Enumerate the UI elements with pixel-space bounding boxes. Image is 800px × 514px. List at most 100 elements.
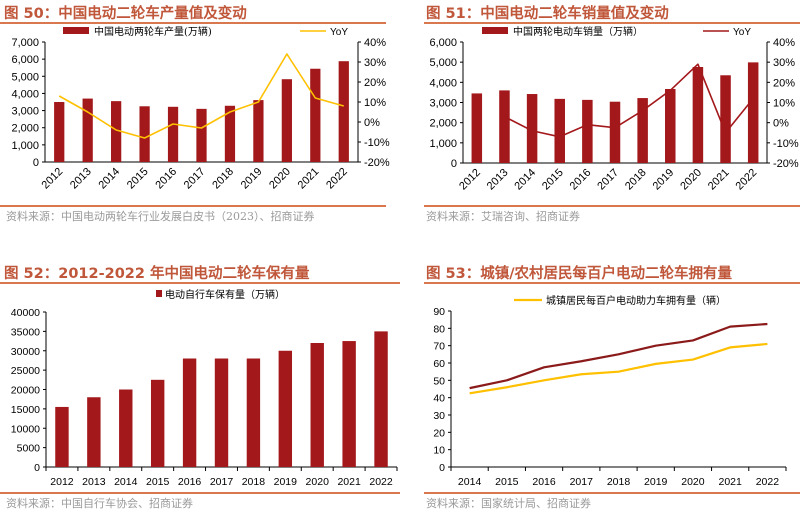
chart-1-bar-2013 bbox=[499, 90, 510, 163]
chart-1-bar-2022 bbox=[747, 62, 759, 163]
chart-2-bar-2020 bbox=[310, 343, 324, 467]
chart-2-x-tick-label: 2015 bbox=[146, 476, 170, 488]
chart-1-bar-2021 bbox=[720, 75, 731, 163]
figure-50-source-rule bbox=[0, 205, 386, 207]
figure-52-source: 资料来源：中国自行车协会、招商证券 bbox=[6, 497, 193, 510]
chart-0-bar-2016 bbox=[167, 106, 179, 162]
chart-0-bar-2017 bbox=[196, 108, 207, 162]
chart-1-bar-2018 bbox=[637, 98, 648, 163]
chart-3-x-tick-label: 2022 bbox=[756, 476, 780, 488]
chart-0-x-tick-label: 2013 bbox=[68, 166, 94, 192]
chart-2-y-tick-label: 0 bbox=[34, 462, 40, 474]
chart-3-line-0 bbox=[469, 322, 768, 390]
chart-1-y2-tick-label: 40% bbox=[773, 37, 795, 49]
chart-0-bar-2019 bbox=[253, 100, 264, 162]
chart-0-bar-2018 bbox=[224, 105, 236, 162]
chart-1-bar-2017 bbox=[609, 101, 621, 163]
chart-2-bar-2021 bbox=[342, 341, 356, 467]
chart-3-y-tick-label: 0 bbox=[439, 462, 445, 474]
chart-0-y2-tick-label: 30% bbox=[364, 57, 386, 69]
figure-50-title-rule bbox=[0, 22, 386, 24]
chart-1-x-tick-label: 2022 bbox=[734, 167, 760, 193]
figure-51-title-rule bbox=[424, 22, 800, 24]
chart-2-y-tick-label: 20000 bbox=[11, 385, 40, 397]
chart-2-y-tick-label: 15000 bbox=[11, 404, 40, 416]
chart-1-x-tick-label: 2014 bbox=[512, 167, 538, 193]
chart-3-x-tick-label: 2015 bbox=[495, 476, 519, 488]
chart-1-x-tick-label: 2020 bbox=[678, 167, 704, 193]
chart-3-y-tick-label: 60 bbox=[433, 358, 445, 370]
chart-1-x-tick-label: 2012 bbox=[457, 167, 483, 193]
chart-1-y-tick-label: 6,000 bbox=[429, 37, 457, 49]
chart-1-legend-label-bar: 中国两轮电动车销量（万辆） bbox=[513, 25, 643, 38]
chart-3-x-tick-label: 2016 bbox=[532, 476, 556, 488]
figure-53-title-rule bbox=[424, 282, 800, 284]
chart-1-x-tick-label: 2017 bbox=[595, 167, 621, 193]
chart-1-bar-2014 bbox=[526, 94, 538, 163]
chart-0-legend-label-line: YoY bbox=[330, 27, 348, 38]
chart-1-y-tick-label: 3,000 bbox=[429, 98, 457, 110]
chart-0-bar-2014 bbox=[111, 101, 122, 162]
chart-3-y-tick-label: 50 bbox=[433, 375, 445, 387]
chart-2-x-tick-label: 2020 bbox=[306, 476, 330, 488]
chart-0-x-tick-label: 2015 bbox=[125, 166, 151, 192]
chart-1-y-tick-label: 4,000 bbox=[429, 77, 457, 89]
chart-2-y-tick-label: 25000 bbox=[11, 365, 40, 377]
chart-2-bar-2014 bbox=[119, 389, 133, 467]
chart-0-bar-2021 bbox=[310, 68, 321, 162]
figure-53-source-rule bbox=[424, 492, 800, 494]
chart-1-y-tick-label: 5,000 bbox=[429, 57, 457, 69]
chart-2-x-tick-label: 2014 bbox=[114, 476, 138, 488]
chart-2-x-tick-label: 2017 bbox=[210, 476, 234, 488]
chart-0-y2-tick-label: 0% bbox=[364, 117, 380, 129]
chart-0-y2-tick-label: -10% bbox=[364, 137, 390, 149]
chart-1-y2-tick-label: -20% bbox=[773, 158, 799, 170]
figure-51-source-rule bbox=[424, 205, 800, 207]
chart-3-line-1 bbox=[469, 342, 768, 395]
chart-2-y-tick-label: 30000 bbox=[11, 346, 40, 358]
figure-52-title-rule bbox=[0, 282, 400, 284]
chart-3-x-tick-label: 2018 bbox=[607, 476, 631, 488]
chart-2-x-tick-label: 2022 bbox=[369, 476, 393, 488]
chart-1-y2-tick-label: -10% bbox=[773, 138, 799, 150]
chart-1-y-tick-label: 2,000 bbox=[429, 118, 457, 130]
chart-2-y-tick-label: 5000 bbox=[17, 443, 41, 455]
chart-0-x-tick-label: 2012 bbox=[40, 166, 66, 192]
chart-0-bar-2020 bbox=[281, 79, 292, 162]
chart-0-y-tick-label: 4,000 bbox=[11, 88, 39, 100]
chart-2-x-tick-label: 2013 bbox=[82, 476, 106, 488]
chart-0-x-tick-label: 2019 bbox=[239, 166, 265, 192]
chart-2-bar-2016 bbox=[182, 358, 197, 467]
chart-1-line-1 bbox=[504, 63, 754, 138]
chart-0-bar-2013 bbox=[82, 98, 93, 162]
chart-3-x-tick-label: 2017 bbox=[570, 476, 594, 488]
chart-0-bar-2015 bbox=[139, 106, 150, 162]
chart-1-x-tick-label: 2019 bbox=[651, 167, 677, 193]
figure-51-source: 资料来源：艾瑞咨询、招商证券 bbox=[426, 210, 580, 223]
figure-53-title: 图 53：城镇/农村居民每百户电动二轮车拥有量 bbox=[426, 266, 733, 282]
chart-2-y-tick-label: 35000 bbox=[11, 326, 40, 338]
chart-1-y-tick-label: 0 bbox=[451, 158, 457, 170]
chart-2-x-tick-label: 2016 bbox=[178, 476, 202, 488]
chart-1-legend-swatch-bar bbox=[482, 27, 508, 34]
chart-3-y-tick-label: 20 bbox=[433, 427, 445, 439]
chart-1-y2-tick-label: 30% bbox=[773, 57, 795, 69]
chart-1-x-tick-label: 2015 bbox=[540, 167, 566, 193]
chart-0-y2-tick-label: 10% bbox=[364, 97, 386, 109]
chart-2-y-tick-label: 10000 bbox=[11, 423, 40, 435]
chart-2-bar-2013 bbox=[87, 397, 101, 467]
figure-50-title: 图 50：中国电动二轮车产量值及变动 bbox=[4, 6, 247, 22]
chart-2-x-tick-label: 2021 bbox=[337, 476, 361, 488]
chart-3-y-tick-label: 40 bbox=[433, 393, 445, 405]
chart-1-y2-tick-label: 0% bbox=[773, 118, 789, 130]
chart-2-bar-2022 bbox=[374, 331, 388, 467]
chart-2-legend-label-bar: 电动自行车保有量（万辆） bbox=[165, 288, 285, 301]
chart-0-y-tick-label: 5,000 bbox=[11, 71, 39, 83]
chart-2-x-tick-label: 2012 bbox=[50, 476, 74, 488]
chart-0-x-tick-label: 2014 bbox=[96, 166, 122, 192]
chart-3-y-tick-label: 30 bbox=[433, 410, 445, 422]
chart-0-legend-label-bar: 中国电动两轮车产量(万辆) bbox=[94, 25, 212, 38]
chart-2-bar-2018 bbox=[246, 358, 261, 467]
chart-1-y2-tick-label: 10% bbox=[773, 98, 795, 110]
